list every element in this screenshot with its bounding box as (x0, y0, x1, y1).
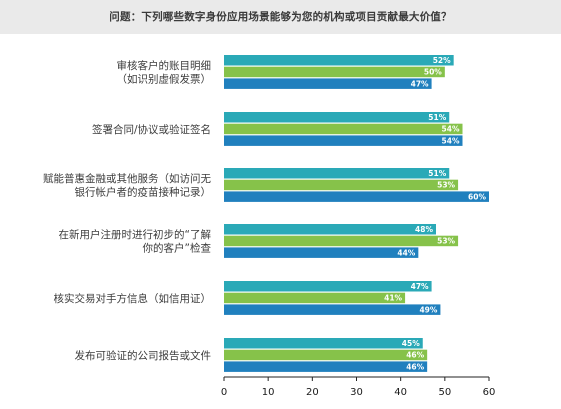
plot-area: 审核客户的账目明细（如识别虚假发票） 52% 50% 47% 签署合同/协议或验证签名 5… (43, 55, 495, 398)
bar (224, 247, 419, 258)
x-tick-label: 20 (306, 387, 319, 398)
bar (224, 66, 445, 78)
title-band (0, 0, 561, 34)
bar (224, 112, 450, 123)
category-label: 银行帐户者的疫苗接种记录） (75, 186, 212, 199)
category-label: 赋能普惠金融或其他服务（如访问无 (43, 172, 211, 185)
bar-value-label: 50% (424, 68, 442, 77)
bar (224, 55, 454, 66)
bar-value-label: 47% (411, 282, 429, 291)
bar (224, 235, 459, 247)
bar-value-label: 53% (437, 181, 455, 190)
category-label: 签署合同/协议或验证签名 (92, 123, 211, 136)
bar (224, 304, 441, 315)
category-label: 发布可验证的公司报告或文件 (75, 349, 212, 362)
x-tick-label: 40 (394, 387, 407, 398)
bar-value-label: 52% (433, 56, 451, 65)
x-tick-label: 10 (262, 387, 275, 398)
x-tick-label: 30 (350, 387, 363, 398)
bar-value-label: 45% (402, 339, 420, 348)
category-label: 在新用户注册时进行初步的“了解 (59, 228, 212, 241)
bar-value-label: 54% (442, 136, 460, 145)
bar-value-label: 60% (468, 192, 486, 201)
bar-value-label: 48% (415, 225, 433, 234)
x-tick-label: 60 (483, 387, 496, 398)
category-label: 审核客户的账目明细 (117, 59, 212, 72)
bar (224, 78, 432, 89)
bar (224, 338, 423, 349)
bar (224, 168, 450, 179)
bar-value-label: 41% (384, 294, 402, 303)
category-label: （如识别虚假发票） (117, 73, 212, 86)
bar (224, 224, 436, 235)
bar (224, 292, 406, 304)
bar (224, 123, 463, 135)
bar-value-label: 53% (437, 237, 455, 246)
category-label: 核实交易对手方信息（如信用证） (54, 292, 212, 305)
bar-value-label: 51% (428, 113, 446, 122)
bar (224, 281, 432, 292)
bar-value-label: 49% (419, 305, 437, 314)
bar-value-label: 47% (411, 79, 429, 88)
bar (224, 179, 459, 191)
category-label: 你的客户”检查 (143, 242, 212, 255)
bar (224, 191, 489, 202)
x-tick-label: 50 (438, 387, 451, 398)
bar (224, 135, 463, 146)
bar (224, 349, 428, 361)
bar-value-label: 54% (442, 125, 460, 134)
bar-value-label: 44% (397, 248, 415, 257)
bar-value-label: 46% (406, 351, 424, 360)
chart-title: 问题：下列哪些数字身份应用场景能够为您的机构或项目贡献最大价值？ (109, 11, 452, 23)
x-tick-label: 0 (221, 387, 227, 398)
bar (224, 361, 428, 372)
bar-value-label: 51% (428, 169, 446, 178)
bar-value-label: 46% (406, 362, 424, 371)
